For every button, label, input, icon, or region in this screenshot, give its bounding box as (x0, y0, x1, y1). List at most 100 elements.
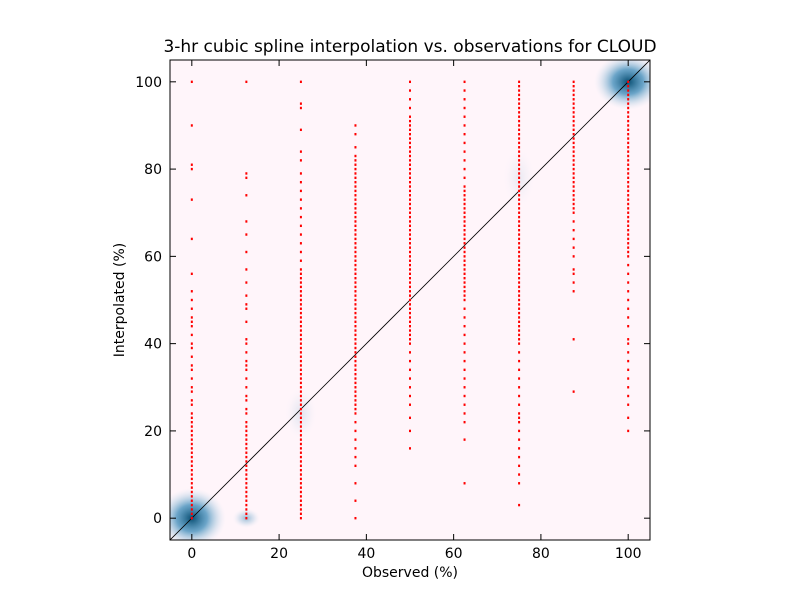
scatter-point (463, 185, 466, 188)
scatter-point (518, 154, 521, 158)
scatter-point (627, 386, 630, 389)
x-tick-label: 0 (187, 546, 196, 562)
scatter-point (409, 250, 411, 254)
scatter-point (409, 246, 411, 249)
scatter-point (627, 233, 630, 236)
scatter-point (627, 176, 630, 180)
scatter-point (299, 180, 302, 184)
scatter-point (627, 228, 630, 232)
scatter-point (409, 285, 411, 289)
scatter-point (190, 482, 193, 485)
scatter-point (299, 242, 302, 245)
scatter-point (190, 403, 193, 406)
scatter-point (190, 420, 193, 424)
scatter-point (190, 464, 193, 468)
scatter-point (409, 220, 411, 223)
scatter-point (354, 255, 357, 258)
scatter-point (409, 311, 411, 315)
scatter-point (518, 111, 521, 114)
scatter-point (299, 333, 302, 337)
scatter-point (190, 298, 193, 302)
scatter-point (409, 294, 411, 297)
scatter-point (299, 359, 302, 363)
scatter-point (518, 290, 521, 293)
scatter-point (518, 180, 521, 184)
scatter-point (627, 93, 630, 97)
scatter-point (299, 346, 302, 350)
scatter-point (518, 102, 521, 105)
scatter-point (354, 438, 357, 441)
scatter-point (245, 468, 248, 472)
scatter-point (190, 355, 193, 358)
scatter-point (299, 377, 302, 380)
scatter-point (354, 194, 357, 197)
scatter-point (518, 420, 521, 424)
scatter-point (354, 237, 357, 241)
scatter-point (409, 320, 411, 324)
scatter-point (463, 202, 466, 206)
scatter-point (354, 447, 357, 450)
scatter-point (190, 425, 193, 428)
scatter-point (463, 106, 466, 110)
scatter-point (299, 233, 302, 236)
scatter-point (463, 482, 466, 485)
scatter-point (190, 503, 193, 507)
scatter-point (518, 228, 521, 232)
scatter-point (354, 172, 357, 175)
scatter-point (627, 185, 630, 188)
y-tick-label: 40 (144, 337, 162, 353)
scatter-point (299, 512, 302, 516)
scatter-point (463, 316, 466, 319)
scatter-point (572, 115, 575, 118)
scatter-point (190, 486, 193, 489)
scatter-point (409, 263, 411, 267)
scatter-point (299, 189, 302, 193)
scatter-point (354, 455, 357, 459)
scatter-point (299, 368, 302, 372)
scatter-point (354, 386, 357, 389)
scatter-point (627, 115, 630, 118)
scatter-point (245, 473, 248, 476)
scatter-point (299, 508, 302, 511)
scatter-point (409, 189, 411, 193)
scatter-point (409, 180, 411, 184)
scatter-point (518, 394, 521, 398)
scatter-point (245, 420, 248, 424)
scatter-point (518, 84, 521, 88)
scatter-point (409, 324, 411, 328)
scatter-point (409, 128, 411, 132)
scatter-point (354, 276, 357, 280)
scatter-point (190, 307, 193, 310)
scatter-point (299, 438, 302, 441)
scatter-point (518, 246, 521, 249)
scatter-point (572, 150, 575, 153)
scatter-point (299, 351, 302, 354)
scatter-point (463, 298, 466, 302)
scatter-point (518, 412, 521, 415)
scatter-point (245, 268, 248, 271)
scatter-point (299, 272, 302, 276)
scatter-point (463, 189, 466, 193)
scatter-point (190, 516, 193, 520)
scatter-point (518, 464, 521, 468)
scatter-point (518, 285, 521, 289)
scatter-point (518, 368, 521, 372)
scatter-point (627, 368, 630, 372)
scatter-point (245, 477, 248, 481)
scatter-point (518, 106, 521, 110)
scatter-point (627, 211, 630, 214)
scatter-point (572, 228, 575, 232)
scatter-point (572, 141, 575, 145)
scatter-point (463, 307, 466, 310)
scatter-point (463, 233, 466, 236)
x-tick-label: 20 (270, 546, 288, 562)
scatter-point (518, 416, 521, 420)
scatter-point (572, 80, 575, 84)
scatter-point (299, 342, 302, 345)
scatter-point (190, 163, 193, 166)
scatter-point (518, 189, 521, 193)
plot-frame (169, 59, 651, 541)
x-tick-label: 80 (532, 546, 550, 562)
scatter-point (463, 80, 466, 84)
scatter-point (354, 132, 357, 136)
